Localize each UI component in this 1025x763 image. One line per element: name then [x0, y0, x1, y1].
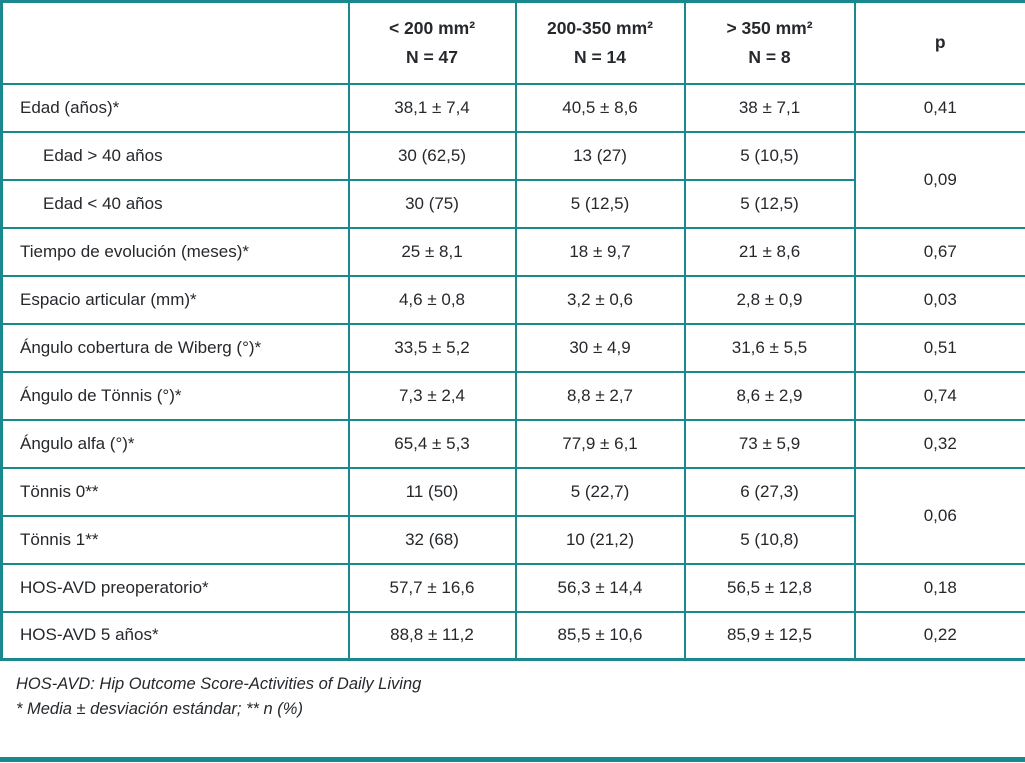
header-p-cell: p	[853, 0, 1025, 85]
row-label: Edad > 40 años	[0, 130, 350, 181]
value-cell: 30 (62,5)	[347, 130, 517, 181]
value-cell: 21 ± 8,6	[683, 226, 856, 277]
p-value-cell: 0,03	[853, 274, 1025, 325]
table-row-edad-gt40: Edad > 40 años 30 (62,5) 13 (27) 5 (10,5…	[0, 130, 1025, 229]
table-row-edad-lt40: Edad < 40 años 30 (75) 5 (12,5) 5 (12,5)	[0, 178, 1025, 229]
table-row-hosavd-preop: HOS-AVD preoperatorio* 57,7 ± 16,6 56,3 …	[0, 562, 1025, 613]
header-group-n: N = 14	[573, 46, 627, 67]
p-value-cell-merged: 0,06	[853, 466, 1025, 565]
header-group-n: N = 47	[405, 46, 459, 67]
value-cell: 38,1 ± 7,4	[347, 82, 517, 133]
row-label: HOS-AVD 5 años*	[0, 610, 350, 661]
p-value-cell: 0,67	[853, 226, 1025, 277]
value-cell: 56,5 ± 12,8	[683, 562, 856, 613]
p-value-cell: 0,18	[853, 562, 1025, 613]
bottom-accent-bar	[0, 757, 1025, 762]
value-cell: 6 (27,3)	[683, 466, 856, 517]
table-row-angulo-wiberg: Ángulo cobertura de Wiberg (°)* 33,5 ± 5…	[0, 322, 1025, 373]
p-value-cell-merged: 0,09	[853, 130, 1025, 229]
table-row-angulo-alfa: Ángulo alfa (°)* 65,4 ± 5,3 77,9 ± 6,1 7…	[0, 418, 1025, 469]
value-cell: 5 (10,8)	[683, 514, 856, 565]
value-cell: 30 ± 4,9	[514, 322, 686, 373]
value-cell: 8,6 ± 2,9	[683, 370, 856, 421]
value-cell: 11 (50)	[347, 466, 517, 517]
row-label: Edad (años)*	[0, 82, 350, 133]
header-corner-cell	[0, 0, 350, 85]
value-cell: 65,4 ± 5,3	[347, 418, 517, 469]
value-cell: 56,3 ± 14,4	[514, 562, 686, 613]
table-row-angulo-tonnis: Ángulo de Tönnis (°)* 7,3 ± 2,4 8,8 ± 2,…	[0, 370, 1025, 421]
value-cell: 2,8 ± 0,9	[683, 274, 856, 325]
p-value-cell: 0,74	[853, 370, 1025, 421]
row-label: Espacio articular (mm)*	[0, 274, 350, 325]
value-cell: 5 (12,5)	[683, 178, 856, 229]
row-label: Ángulo de Tönnis (°)*	[0, 370, 350, 421]
value-cell: 10 (21,2)	[514, 514, 686, 565]
p-value-cell: 0,41	[853, 82, 1025, 133]
value-cell: 3,2 ± 0,6	[514, 274, 686, 325]
value-cell: 5 (10,5)	[683, 130, 856, 181]
table-row-tiempo-evolucion: Tiempo de evolución (meses)* 25 ± 8,1 18…	[0, 226, 1025, 277]
header-group-200-350: 200-350 mm² N = 14	[514, 0, 686, 85]
value-cell: 18 ± 9,7	[514, 226, 686, 277]
p-value-cell: 0,51	[853, 322, 1025, 373]
value-cell: 5 (12,5)	[514, 178, 686, 229]
value-cell: 32 (68)	[347, 514, 517, 565]
row-label: Tiempo de evolución (meses)*	[0, 226, 350, 277]
table-header-row: < 200 mm² N = 47 200-350 mm² N = 14 > 35…	[0, 0, 1025, 85]
row-label: Ángulo alfa (°)*	[0, 418, 350, 469]
value-cell: 8,8 ± 2,7	[514, 370, 686, 421]
value-cell: 38 ± 7,1	[683, 82, 856, 133]
p-value-cell: 0,22	[853, 610, 1025, 661]
table-row-edad: Edad (años)* 38,1 ± 7,4 40,5 ± 8,6 38 ± …	[0, 82, 1025, 133]
table-row-tonnis-0: Tönnis 0** 11 (50) 5 (22,7) 6 (27,3) 0,0…	[0, 466, 1025, 565]
row-label: HOS-AVD preoperatorio*	[0, 562, 350, 613]
row-label: Tönnis 0**	[0, 466, 350, 517]
footnote-abbreviation: HOS-AVD: Hip Outcome Score-Activities of…	[16, 675, 422, 693]
table-row-hosavd-5anos: HOS-AVD 5 años* 88,8 ± 11,2 85,5 ± 10,6 …	[0, 610, 1025, 661]
table-row-espacio-articular: Espacio articular (mm)* 4,6 ± 0,8 3,2 ± …	[0, 274, 1025, 325]
value-cell: 88,8 ± 11,2	[347, 610, 517, 661]
value-cell: 73 ± 5,9	[683, 418, 856, 469]
value-cell: 33,5 ± 5,2	[347, 322, 517, 373]
header-group-lt200: < 200 mm² N = 47	[347, 0, 517, 85]
header-group-range: < 200 mm²	[388, 17, 476, 38]
value-cell: 30 (75)	[347, 178, 517, 229]
value-cell: 77,9 ± 6,1	[514, 418, 686, 469]
footnote-legend: * Media ± desviación estándar; ** n (%)	[16, 700, 303, 718]
row-label: Tönnis 1**	[0, 514, 350, 565]
outcomes-comparison-table: < 200 mm² N = 47 200-350 mm² N = 14 > 35…	[0, 0, 1025, 661]
value-cell: 5 (22,7)	[514, 466, 686, 517]
header-group-range: > 350 mm²	[726, 17, 813, 38]
value-cell: 85,5 ± 10,6	[514, 610, 686, 661]
value-cell: 85,9 ± 12,5	[683, 610, 856, 661]
value-cell: 13 (27)	[514, 130, 686, 181]
header-group-n: N = 8	[748, 46, 791, 67]
p-value-cell: 0,32	[853, 418, 1025, 469]
table-row-tonnis-1: Tönnis 1** 32 (68) 10 (21,2) 5 (10,8)	[0, 514, 1025, 565]
table-footnotes: HOS-AVD: Hip Outcome Score-Activities of…	[16, 672, 1025, 722]
value-cell: 40,5 ± 8,6	[514, 82, 686, 133]
value-cell: 4,6 ± 0,8	[347, 274, 517, 325]
header-group-gt350: > 350 mm² N = 8	[683, 0, 856, 85]
value-cell: 57,7 ± 16,6	[347, 562, 517, 613]
value-cell: 7,3 ± 2,4	[347, 370, 517, 421]
value-cell: 31,6 ± 5,5	[683, 322, 856, 373]
row-label: Ángulo cobertura de Wiberg (°)*	[0, 322, 350, 373]
header-group-range: 200-350 mm²	[546, 17, 654, 38]
value-cell: 25 ± 8,1	[347, 226, 517, 277]
row-label: Edad < 40 años	[0, 178, 350, 229]
